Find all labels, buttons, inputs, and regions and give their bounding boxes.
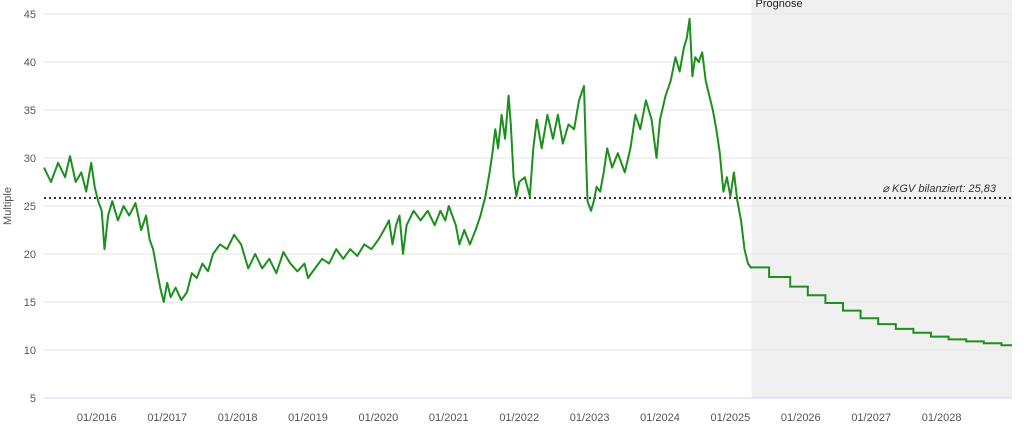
x-tick-label: 01/2020 [359, 412, 399, 424]
x-tick-label: 01/2019 [288, 412, 328, 424]
series-line-historical [43, 17, 753, 303]
y-tick-label: 40 [24, 57, 36, 69]
x-tick-labels: 01/2016 01/2017 01/2018 01/2019 01/2020 01/20… [77, 412, 962, 424]
y-tick-label: 10 [24, 345, 36, 357]
series-line-forecast [751, 266, 1012, 347]
y-tick-label: 25 [24, 201, 36, 213]
x-tick-label: 01/2018 [218, 412, 258, 424]
average-reference-label: ⌀ KGV bilanziert: 25,83 [882, 183, 997, 195]
x-tick-label: 01/2024 [640, 412, 680, 424]
x-tick-label: 01/2017 [147, 412, 187, 424]
x-tick-label: 01/2016 [77, 412, 117, 424]
x-tick-label: 01/2026 [781, 412, 821, 424]
x-tick-label: 01/2023 [570, 412, 610, 424]
y-tick-label: 45 [24, 9, 36, 21]
x-tick-label: 01/2021 [429, 412, 469, 424]
y-tick-label: 35 [24, 105, 36, 117]
y-tick-labels: 5 10 15 20 25 30 35 40 45 [24, 9, 36, 405]
y-tick-label: 5 [30, 393, 36, 405]
x-tick-label: 01/2022 [499, 412, 539, 424]
x-tick-label: 01/2025 [711, 412, 751, 424]
y-tick-label: 30 [24, 153, 36, 165]
x-tick-label: 01/2028 [922, 412, 962, 424]
forecast-label: Prognose [756, 0, 803, 10]
y-axis-title: Multiple [2, 187, 14, 225]
y-tick-label: 20 [24, 249, 36, 261]
y-tick-label: 15 [24, 297, 36, 309]
x-tick-label: 01/2027 [851, 412, 891, 424]
